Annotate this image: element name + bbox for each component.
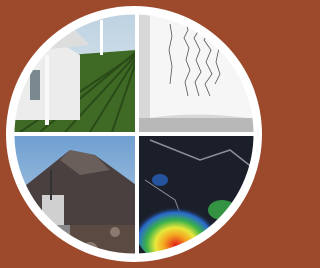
divider-horizontal [0,132,267,136]
logo [0,0,267,268]
page: {} [0,0,267,268]
